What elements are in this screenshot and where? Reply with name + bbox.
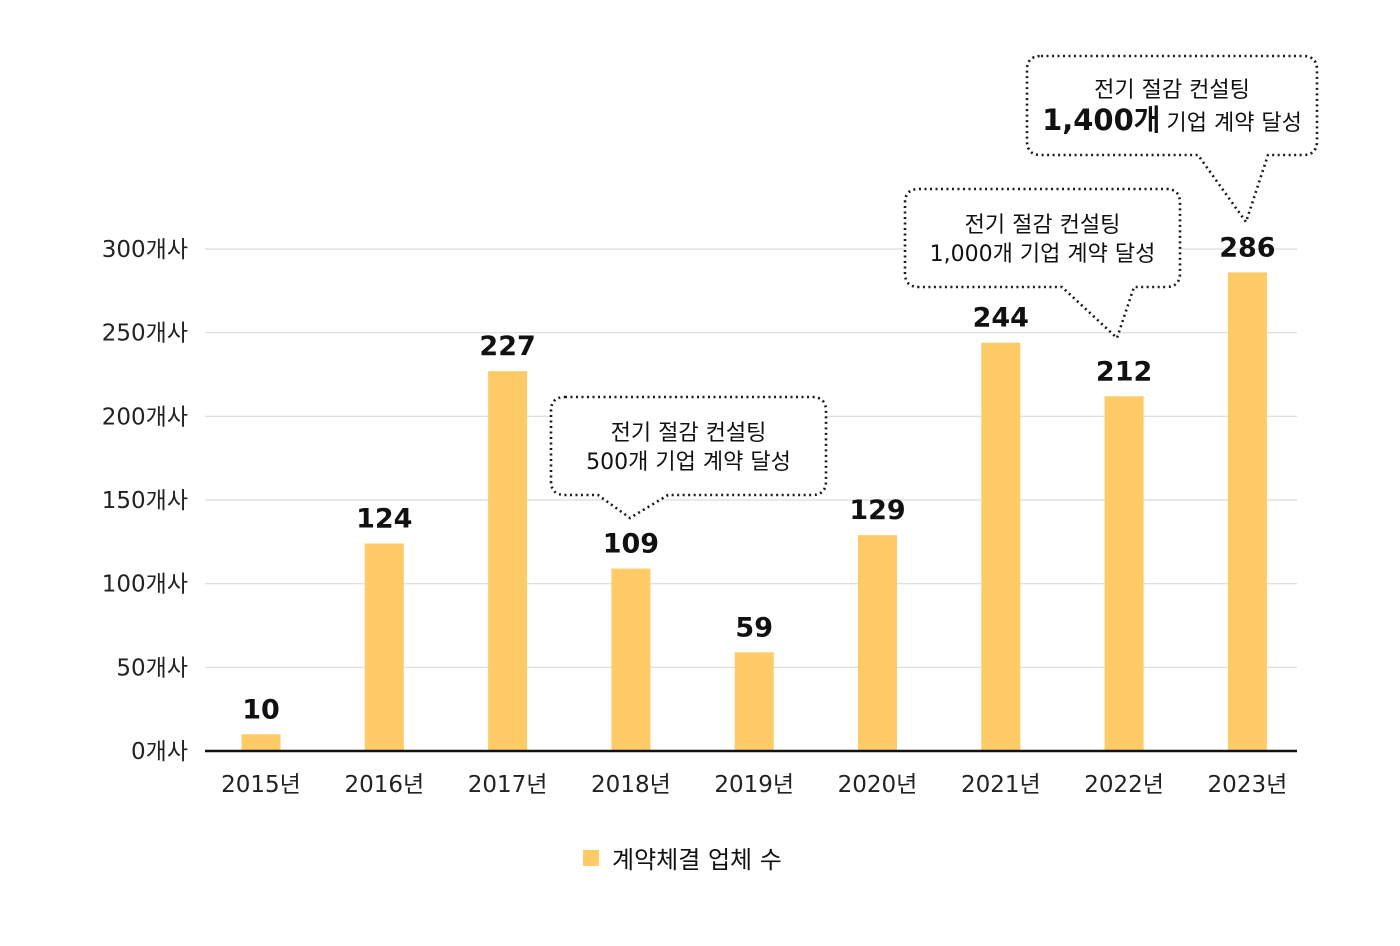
x-tick-label: 2023년 xyxy=(1208,772,1288,798)
y-tick-label: 0개사 xyxy=(131,739,188,765)
data-label: 129 xyxy=(849,495,905,526)
legend-swatch xyxy=(583,850,599,866)
callout-text: 1,400개 기업 계약 달성 xyxy=(1042,103,1302,137)
callout: 전기 절감 컨설팅 1,000개 기업 계약 달성 xyxy=(903,187,1182,341)
bar xyxy=(364,543,404,751)
callout-rest: 기업 계약 달성 xyxy=(1166,111,1301,136)
x-tick-label: 2020년 xyxy=(838,772,918,798)
y-tick-label: 200개사 xyxy=(102,404,188,430)
callout-text: 500개 기업 계약 달성 xyxy=(586,450,791,475)
y-tick-label: 250개사 xyxy=(102,321,188,347)
legend-label: 계약체결 업체 수 xyxy=(612,846,782,874)
callout: 전기 절감 컨설팅 500개 기업 계약 달성 xyxy=(549,395,828,520)
x-tick-label: 2017년 xyxy=(468,772,548,798)
x-tick-label: 2016년 xyxy=(344,772,424,798)
callout-bubble xyxy=(549,395,828,520)
callout-bubble xyxy=(903,187,1182,341)
bar xyxy=(611,568,651,751)
callout-text: 1,000개 기업 계약 달성 xyxy=(930,242,1156,267)
x-tick-label: 2021년 xyxy=(961,772,1041,798)
data-labels: 10 124 227 109 59 129 244 212 286 xyxy=(242,232,1275,725)
bar xyxy=(858,535,897,751)
bar xyxy=(981,342,1021,751)
callout-title: 전기 절감 컨설팅 xyxy=(1094,78,1250,103)
callout-title: 전기 절감 컨설팅 xyxy=(611,421,767,446)
data-label: 244 xyxy=(973,303,1029,334)
bar xyxy=(488,371,528,751)
legend: 계약체결 업체 수 xyxy=(583,846,782,874)
x-tick-label: 2018년 xyxy=(591,772,671,798)
x-tick-label: 2015년 xyxy=(221,772,301,798)
callout-title: 전기 절감 컨설팅 xyxy=(965,213,1121,238)
callout-count: 1,400개 xyxy=(1042,103,1160,137)
x-axis-ticks: 2015년 2016년 2017년 2018년 2019년 2020년 2021년 2022년… xyxy=(221,772,1287,798)
y-tick-label: 100개사 xyxy=(102,572,188,598)
data-label: 212 xyxy=(1096,356,1152,387)
data-label: 124 xyxy=(356,504,412,535)
y-tick-label: 150개사 xyxy=(102,488,188,514)
data-label: 59 xyxy=(735,612,773,643)
callout-bubble xyxy=(1025,54,1319,225)
bar xyxy=(1104,396,1144,751)
bars xyxy=(241,272,1267,751)
data-label: 286 xyxy=(1219,232,1275,263)
callouts: 전기 절감 컨설팅 500개 기업 계약 달성 전기 절감 컨설팅 1,000개 기업… xyxy=(549,54,1319,520)
bar xyxy=(1227,272,1267,751)
bar xyxy=(241,734,281,751)
y-axis-ticks: 0개사 50개사 100개사 150개사 200개사 250개사 300개사 xyxy=(102,237,188,765)
x-tick-label: 2019년 xyxy=(714,772,794,798)
data-label: 227 xyxy=(479,331,535,362)
data-label: 10 xyxy=(242,694,280,725)
x-tick-label: 2022년 xyxy=(1084,772,1164,798)
y-tick-label: 300개사 xyxy=(102,237,188,263)
y-tick-label: 50개사 xyxy=(116,655,188,681)
bar xyxy=(734,652,774,751)
data-label: 109 xyxy=(603,529,659,560)
